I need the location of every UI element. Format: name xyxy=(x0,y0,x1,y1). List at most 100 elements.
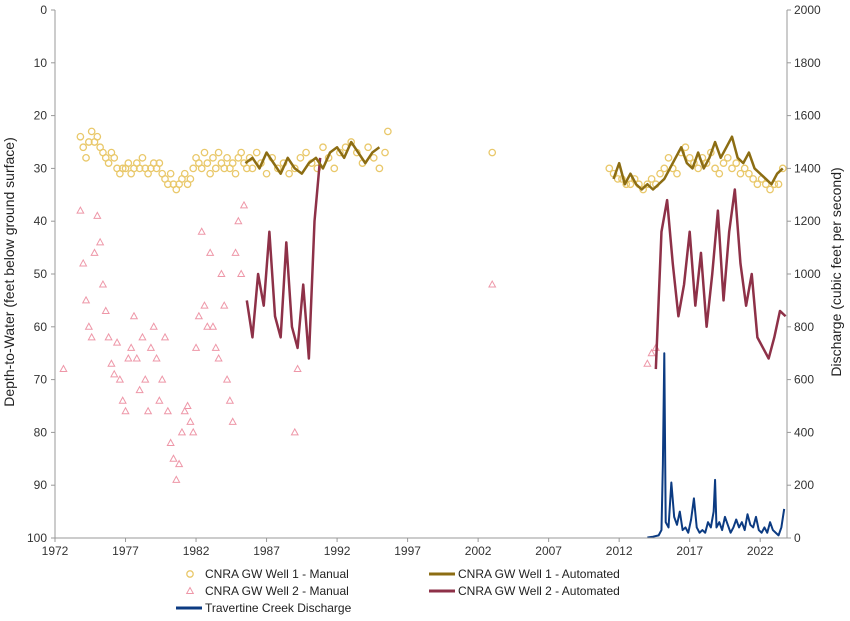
well1-manual-point xyxy=(664,153,673,162)
legend-item: Travertine Creek Discharge xyxy=(176,601,352,615)
y-left-tick-label: 60 xyxy=(34,320,48,334)
well2-manual-point xyxy=(93,211,102,219)
well1-manual-point xyxy=(694,164,702,173)
well2-manual-point xyxy=(143,406,153,415)
y-right-tick-label: 800 xyxy=(794,320,814,334)
well1-manual-point xyxy=(135,164,144,173)
well2-manual-point xyxy=(217,269,226,277)
y-left-tick-label: 90 xyxy=(34,478,48,492)
well1-manual-point xyxy=(711,164,719,173)
well2-manual-point xyxy=(180,406,189,415)
y-right-tick-label: 1800 xyxy=(794,56,821,70)
x-tick-label: 2007 xyxy=(535,544,562,558)
legend-label: Travertine Creek Discharge xyxy=(205,601,352,615)
well1-manual-point xyxy=(626,180,635,189)
well2-manual-point xyxy=(135,385,144,394)
well1-manual-point xyxy=(228,159,237,167)
well1-manual-point xyxy=(262,169,271,178)
well2-manual-point xyxy=(290,427,299,436)
well2-manual-point xyxy=(194,311,204,320)
y-right-tick-label: 1400 xyxy=(794,161,821,175)
y-left-tick-label: 40 xyxy=(34,214,48,228)
well1-manual-point xyxy=(84,138,93,146)
y-left-axis-title: Depth-to-Water (feet below ground surfac… xyxy=(1,137,17,407)
y-left-tick-label: 100 xyxy=(27,531,47,545)
well1-manual-point xyxy=(313,164,322,173)
well1-manual-point xyxy=(118,164,127,173)
axes xyxy=(54,10,788,539)
well1-manual-point xyxy=(347,138,356,146)
well2-manual-point xyxy=(155,396,164,404)
well1-manual-point xyxy=(290,164,299,173)
x-tick-label: 2017 xyxy=(676,544,703,558)
well1-manual-point xyxy=(685,153,694,162)
y-right-tick-label: 0 xyxy=(794,531,801,545)
well2-manual-point xyxy=(160,332,170,341)
well1-manual-point xyxy=(223,153,231,162)
y-right-tick-label: 2000 xyxy=(794,3,821,17)
y-right-tick-label: 600 xyxy=(794,373,814,387)
legend-item: CNRA GW Well 1 - Automated xyxy=(429,567,620,581)
well2-manual-point xyxy=(101,306,110,314)
y-right-tick-label: 1000 xyxy=(794,267,821,281)
x-tick-label: 1982 xyxy=(183,544,210,558)
well2-manual-point xyxy=(84,322,93,330)
well2-manual-point xyxy=(76,206,85,214)
y-left-tick-label: 10 xyxy=(34,56,48,70)
well1-manual-point xyxy=(189,164,198,173)
well1-manual-point xyxy=(656,169,664,178)
y-left-tick-label: 20 xyxy=(34,109,48,123)
well1-manual-point xyxy=(180,169,189,178)
well1-manual-point xyxy=(761,180,770,189)
well1-manual-point xyxy=(110,153,119,162)
well1-manual-point xyxy=(76,132,85,141)
series-2 xyxy=(244,135,784,191)
well1-manual-point xyxy=(166,169,175,178)
well1-manual-point xyxy=(163,180,172,189)
well2-manual-point xyxy=(59,364,68,373)
well2-manual-point xyxy=(95,237,105,246)
well1-manual-point xyxy=(778,164,787,173)
well1-manual-point xyxy=(252,148,261,157)
well2-manual-point xyxy=(104,332,113,341)
well2-manual-point xyxy=(124,353,133,362)
well2-manual-point xyxy=(293,364,302,373)
y-right-tick-label: 1200 xyxy=(794,214,821,228)
y-left-tick-label: 70 xyxy=(34,373,48,387)
well1-manual-point xyxy=(488,148,497,157)
well1-manual-point xyxy=(740,164,749,173)
legend-item: CNRA GW Well 2 - Manual xyxy=(185,584,349,598)
well1-manual-point xyxy=(774,180,783,189)
x-tick-label: 1972 xyxy=(42,544,69,558)
well2-manual-point xyxy=(90,248,99,256)
legend-label: CNRA GW Well 2 - Manual xyxy=(205,584,349,598)
x-tick-label: 1997 xyxy=(394,544,421,558)
well1-manual-point xyxy=(723,153,732,162)
well1-manual-point xyxy=(237,148,246,157)
well2-manual-point xyxy=(121,406,130,415)
y-right-tick-label: 200 xyxy=(794,478,814,492)
series-3 xyxy=(245,157,787,370)
well1-manual-point xyxy=(673,169,681,178)
y-left-tick-label: 50 xyxy=(34,267,48,281)
y-right-tick-label: 400 xyxy=(794,425,814,439)
x-tick-label: 2022 xyxy=(747,544,774,558)
well2-manual-point xyxy=(169,454,178,462)
well1-manual-point xyxy=(702,159,711,167)
well1-manual-point xyxy=(753,180,762,189)
well1-manual-point xyxy=(302,148,310,157)
well2-manual-point xyxy=(239,200,249,209)
well2-manual-point xyxy=(211,343,220,351)
well1-manual-point xyxy=(79,143,88,152)
x-tick-label: 2002 xyxy=(465,544,492,558)
well2-manual-point xyxy=(149,322,158,330)
well2-manual-point xyxy=(222,375,232,383)
legend: CNRA GW Well 1 - Manual CNRA GW Well 1 - … xyxy=(176,567,620,615)
well1-manual-point xyxy=(242,164,251,173)
well1-manual-point xyxy=(211,164,220,173)
well2-manual-point xyxy=(643,359,652,367)
well2-manual-point xyxy=(98,280,108,288)
well1-manual-point xyxy=(197,164,206,173)
well1-automated-line xyxy=(244,140,381,175)
well2-manual-point xyxy=(79,258,88,267)
